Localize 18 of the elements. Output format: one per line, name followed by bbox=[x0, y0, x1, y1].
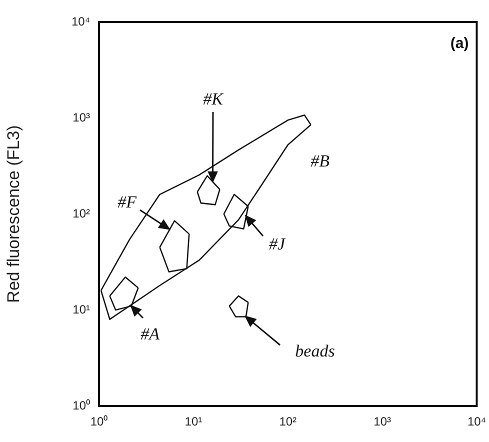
annotation: #J bbox=[268, 234, 286, 254]
x-tick-label: 10³ bbox=[374, 414, 391, 429]
annotation: #B bbox=[310, 151, 330, 170]
x-tick-label: 10⁰ bbox=[90, 414, 108, 429]
x-tick-label: 10² bbox=[279, 414, 297, 429]
annotation: beads bbox=[295, 341, 336, 360]
annotation: #K bbox=[203, 89, 225, 108]
y-tick-label: 10⁴ bbox=[71, 14, 90, 28]
y-axis-title: Red fluorescence (FL3) bbox=[4, 125, 23, 303]
annotation: (a) bbox=[450, 35, 469, 52]
y-tick-label: 10⁰ bbox=[72, 398, 90, 412]
x-tick-label: 10⁴ bbox=[467, 414, 486, 429]
y-tick-label: 10³ bbox=[72, 110, 90, 124]
y-tick-label: 10¹ bbox=[72, 302, 90, 316]
x-tick-label: 10¹ bbox=[184, 414, 202, 429]
annotation: #F bbox=[118, 192, 138, 212]
y-tick-label: 10² bbox=[72, 206, 90, 220]
annotation: #A bbox=[140, 324, 160, 344]
